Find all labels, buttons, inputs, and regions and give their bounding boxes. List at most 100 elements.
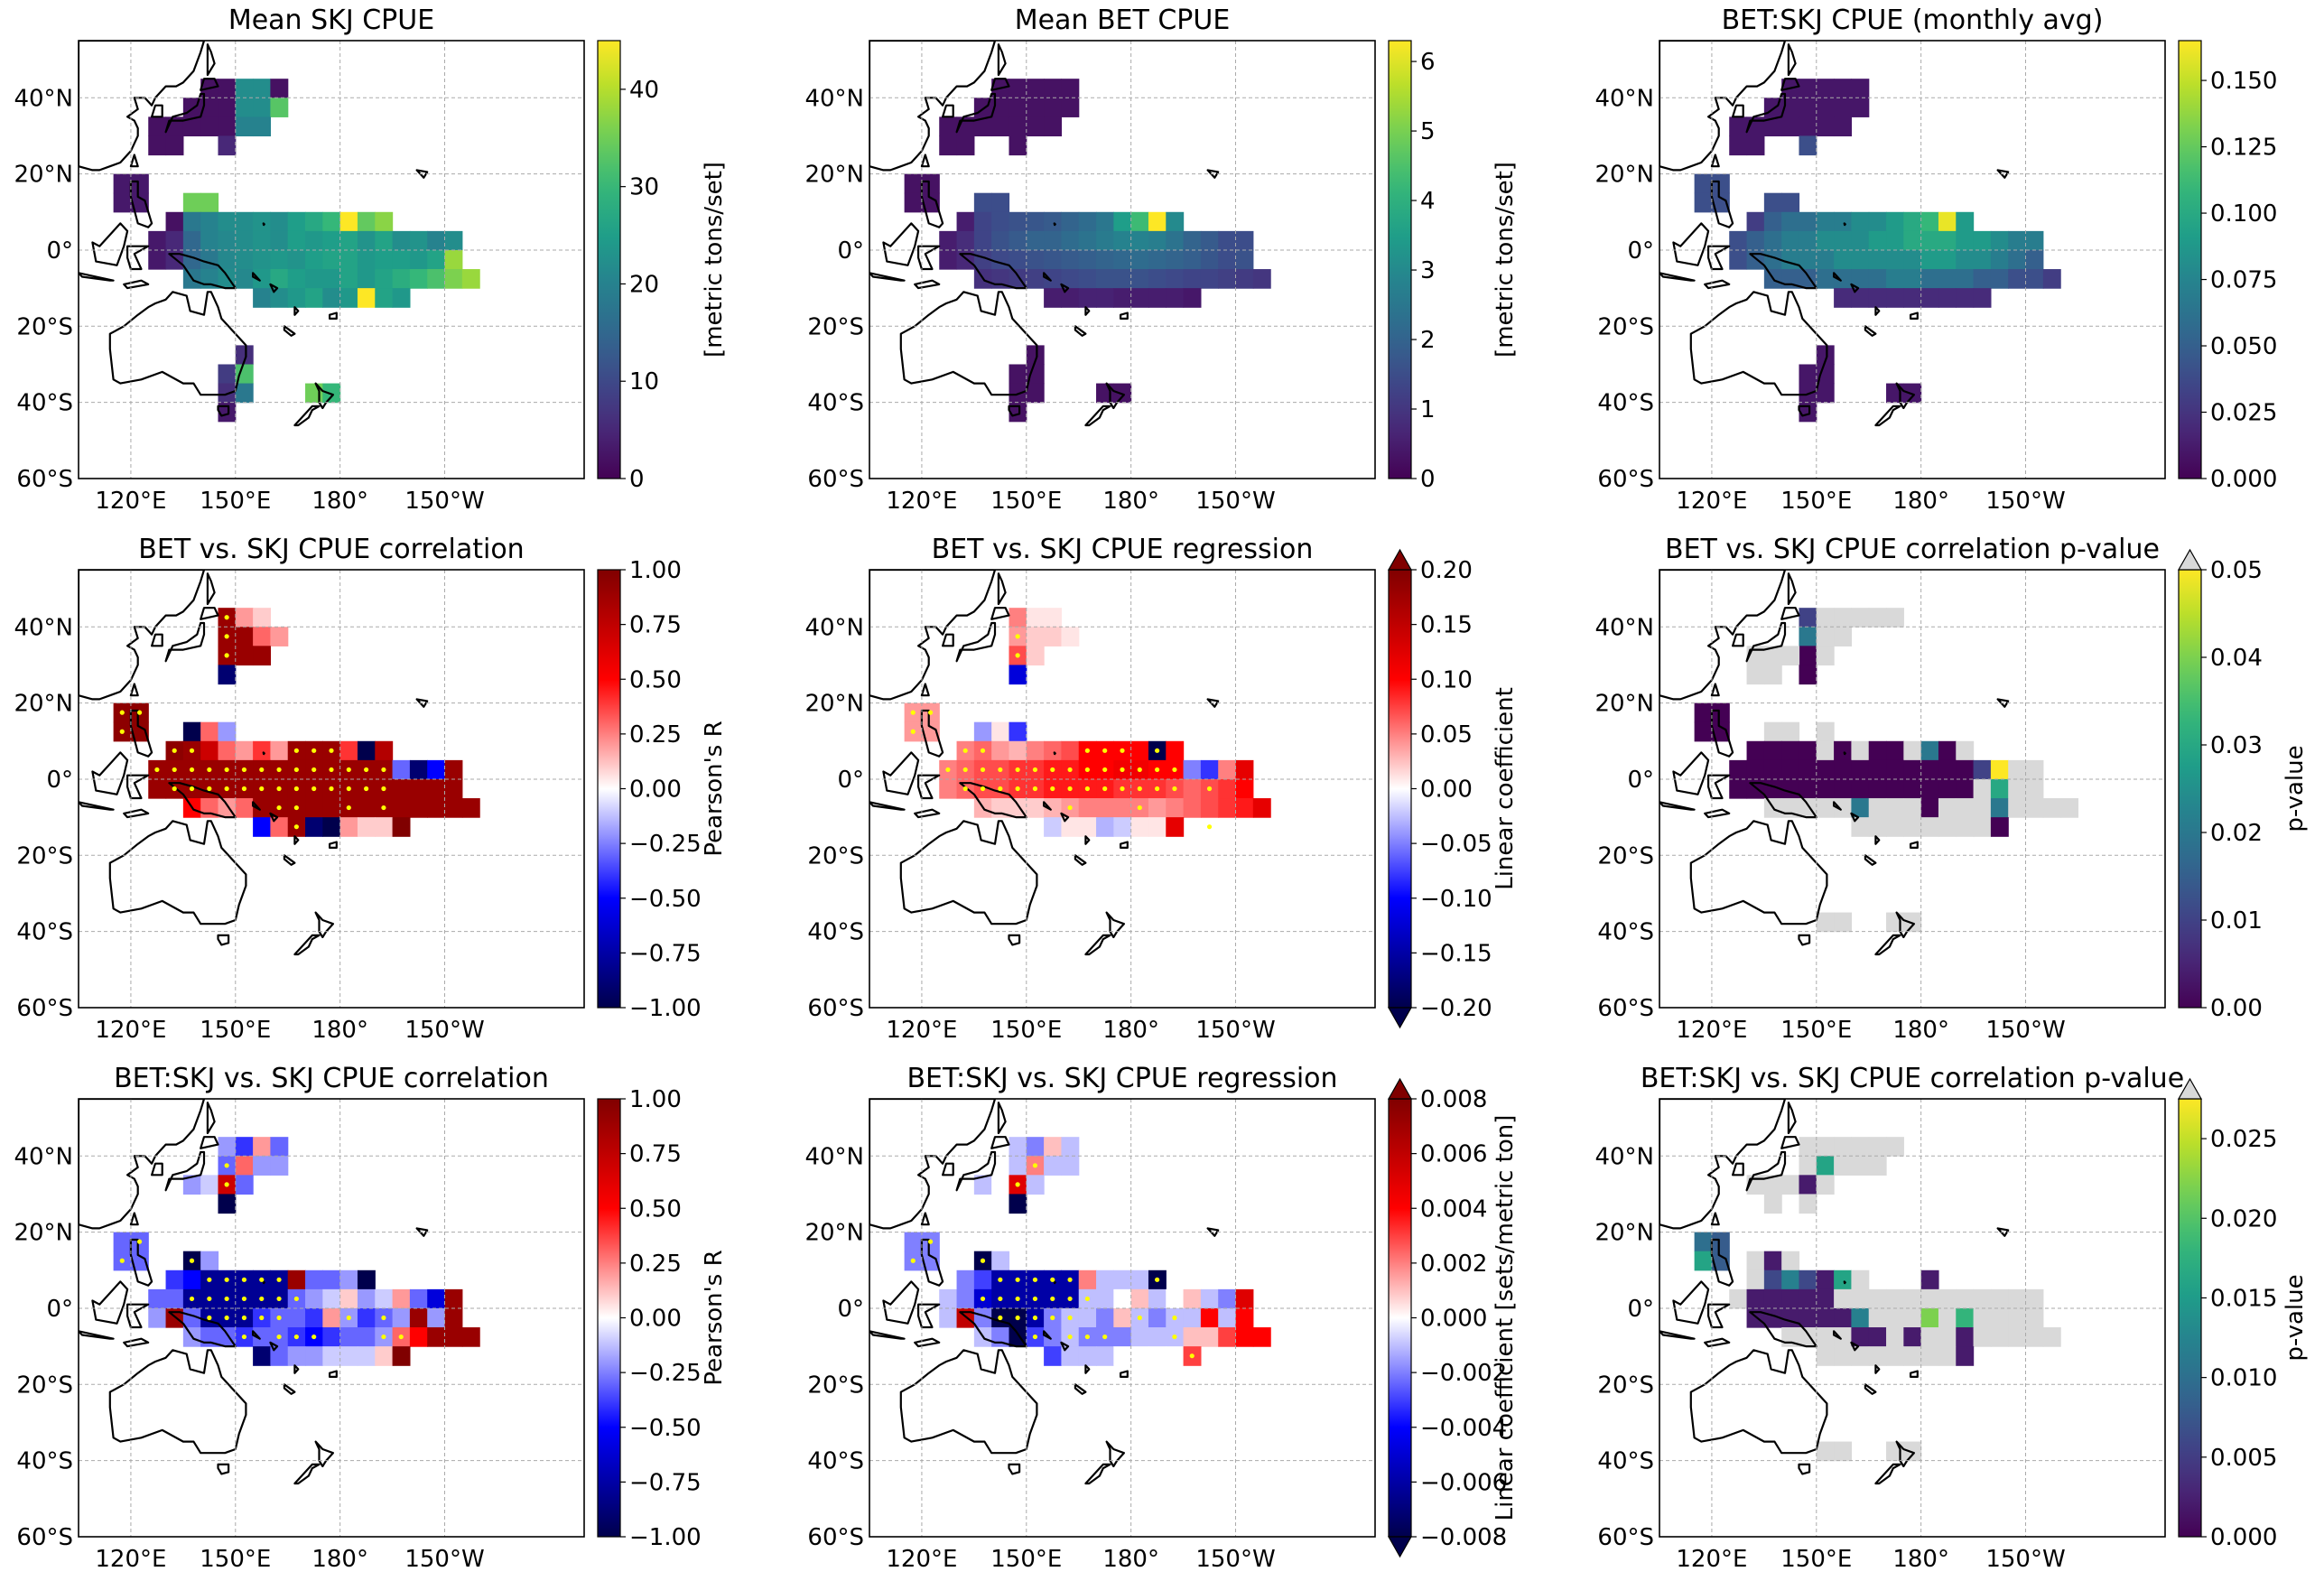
grid-cell xyxy=(904,1232,923,1252)
grid-cell xyxy=(1061,1137,1080,1157)
grid-cell xyxy=(1920,1346,1939,1366)
significance-dot xyxy=(998,767,1003,773)
grid-cell xyxy=(305,1269,323,1290)
grid-cell xyxy=(973,1175,992,1195)
grid-cell xyxy=(148,135,167,156)
lon-tick-label: 120°E xyxy=(886,488,957,515)
grid-cell xyxy=(1166,269,1185,289)
grid-cell xyxy=(2025,1307,2044,1328)
colorbar-tick-label: 4 xyxy=(1420,188,1436,215)
grid-cell xyxy=(287,1346,306,1366)
coastline xyxy=(1008,1463,1021,1475)
coastline xyxy=(1787,572,1797,606)
significance-dot xyxy=(189,748,195,753)
significance-dot xyxy=(1015,634,1020,639)
grid-cell xyxy=(270,211,289,232)
significance-dot xyxy=(1137,804,1142,811)
significance-dot xyxy=(1102,748,1108,753)
grid-cell xyxy=(1078,798,1097,818)
colorbar-tick-label: 0.150 xyxy=(2210,68,2277,95)
coastline xyxy=(1707,1303,1731,1329)
grid-cell xyxy=(1044,608,1063,628)
grid-cell xyxy=(1746,1288,1765,1309)
grid-cell xyxy=(1851,1269,1870,1290)
grid-cell xyxy=(1061,740,1080,761)
colorbar-tick-label: −0.05 xyxy=(1420,831,1492,858)
significance-dot xyxy=(1032,1315,1038,1321)
significance-dot xyxy=(927,1239,934,1244)
grid-cell xyxy=(235,1175,254,1195)
coastline xyxy=(942,1162,954,1176)
grid-cell xyxy=(1763,1288,1782,1309)
grid-cell xyxy=(409,778,428,799)
significance-dot xyxy=(980,1296,986,1302)
grid-cell xyxy=(1200,759,1219,780)
grid-cell xyxy=(1816,608,1835,628)
grid-cell xyxy=(1061,288,1080,308)
lat-tick-label: 40°S xyxy=(807,390,864,417)
grid-cell xyxy=(1729,759,1748,780)
grid-cell xyxy=(1816,1269,1835,1290)
grid-cell xyxy=(1694,702,1713,723)
panel-title: BET vs. SKJ CPUE correlation p-value xyxy=(1665,534,2160,565)
coastline xyxy=(955,621,997,663)
grid-cell xyxy=(1061,1156,1080,1176)
grid-cell xyxy=(1956,1327,1975,1347)
grid-cell xyxy=(1711,1232,1730,1252)
grid-cell xyxy=(130,192,149,213)
colorbar-gradient xyxy=(1388,1098,1412,1538)
significance-dot xyxy=(119,710,125,715)
grid-cell xyxy=(1729,1288,1748,1309)
grid-cell xyxy=(1148,798,1167,818)
grid-cell xyxy=(1009,608,1027,628)
grid-cell xyxy=(1061,230,1080,251)
lat-tick-label: 60°S xyxy=(16,1524,73,1551)
grid-cell xyxy=(113,173,132,194)
coastline xyxy=(200,1136,219,1149)
coastline xyxy=(1745,92,1787,134)
grid-cell xyxy=(339,230,358,251)
grid-cell xyxy=(2008,798,2027,818)
grid-cell xyxy=(1009,1194,1027,1214)
significance-dot xyxy=(259,1277,265,1282)
coastline xyxy=(899,291,1038,396)
grid-cell xyxy=(1218,1327,1237,1347)
coastline xyxy=(168,782,237,819)
grid-cell xyxy=(1763,1269,1782,1290)
grid-cell xyxy=(1096,383,1114,404)
significance-dot xyxy=(1050,786,1055,792)
coastline xyxy=(1105,911,1125,939)
grid-cell xyxy=(1886,740,1904,761)
significance-dot xyxy=(311,748,317,753)
significance-dot xyxy=(962,748,968,753)
grid-cell xyxy=(1816,1346,1835,1366)
grid-cell xyxy=(357,798,376,818)
coastline xyxy=(283,854,296,866)
grid-cell xyxy=(1816,912,1835,933)
grid-cell xyxy=(200,740,219,761)
grid-cell xyxy=(1816,1307,1835,1328)
significance-dot xyxy=(980,786,986,792)
significance-dot xyxy=(1067,1277,1073,1282)
coastline xyxy=(1749,782,1817,819)
grid-cell xyxy=(1148,269,1167,289)
grid-cell xyxy=(1990,1307,2009,1328)
grid-cell xyxy=(253,288,272,308)
grid-cell xyxy=(1044,817,1063,837)
coastline xyxy=(217,1463,230,1475)
significance-dot xyxy=(329,786,334,792)
grid-cell xyxy=(973,249,992,270)
grid-cell xyxy=(461,798,480,818)
grid-cell xyxy=(253,817,272,837)
coastline xyxy=(1707,774,1731,800)
grid-cell xyxy=(1816,383,1835,404)
grid-cell xyxy=(1903,817,1922,837)
grid-cell xyxy=(1235,1288,1254,1309)
grid-cell xyxy=(1834,912,1853,933)
grid-cell xyxy=(1920,211,1939,232)
coastline xyxy=(1850,812,1860,823)
grid-cell xyxy=(1851,249,1870,270)
coastline xyxy=(1745,621,1787,663)
grid-cell xyxy=(461,269,480,289)
grid-cell xyxy=(1218,1307,1237,1328)
